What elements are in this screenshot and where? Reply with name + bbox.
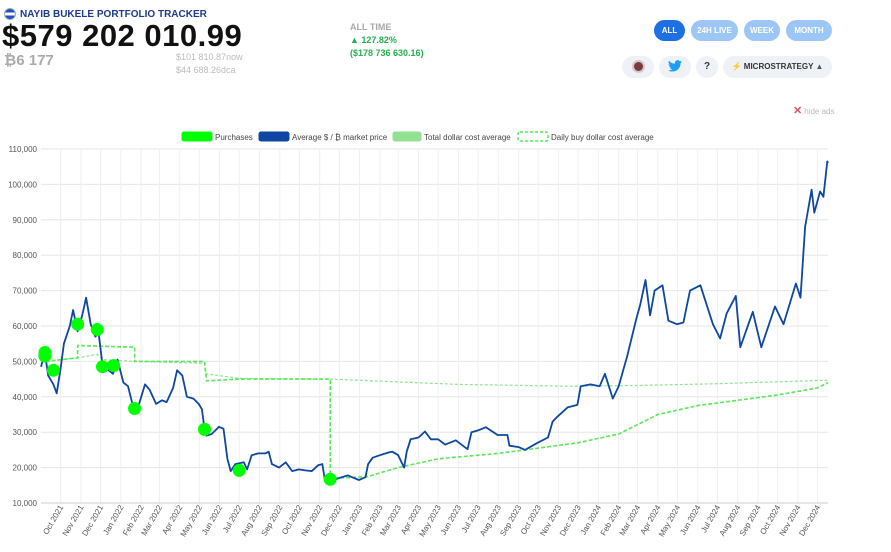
now-label: now	[226, 52, 243, 62]
daily-dca-line	[40, 344, 829, 480]
purchase-point	[90, 323, 104, 337]
now-price-value: $101 810.87	[176, 52, 227, 62]
hide-ads-label: hide ads	[804, 107, 835, 116]
el-salvador-flag-icon	[4, 8, 16, 20]
range-all-button[interactable]: ALL	[654, 20, 685, 41]
microstrategy-badge-icon: ▲	[815, 62, 824, 71]
purchase-point	[232, 463, 246, 477]
microstrategy-label: MICROSTRATEGY	[743, 62, 814, 71]
purchase-point	[107, 359, 121, 373]
microstrategy-logo-icon: ⚡	[731, 62, 742, 71]
avatar-icon	[631, 59, 645, 73]
y-tick-label: 60,000	[13, 322, 38, 331]
purchase-point	[95, 360, 109, 374]
purchase-point	[46, 363, 60, 377]
close-icon: ✕	[793, 105, 803, 117]
brand: NAYIB BUKELE PORTFOLIO TRACKER	[4, 8, 207, 20]
y-tick-label: 40,000	[13, 393, 38, 402]
dca-price-value: $44 688.26	[176, 65, 222, 75]
y-tick-label: 10,000	[13, 499, 38, 508]
hide-ads-link[interactable]: ✕ hide ads	[793, 104, 834, 117]
alltime-percent: ▲ 127.82%	[350, 35, 397, 45]
y-tick-label: 20,000	[13, 464, 38, 473]
alltime-label: ALL TIME	[350, 22, 392, 32]
now-price: $101 810.87now	[176, 52, 243, 62]
bitcoin-avatar-button[interactable]	[622, 56, 654, 78]
microstrategy-button[interactable]: ⚡ MICROSTRATEGY ▲	[723, 56, 832, 78]
purchase-point	[128, 401, 142, 415]
legend-purchases-swatch	[181, 131, 213, 142]
y-tick-label: 90,000	[13, 216, 38, 225]
dca-price: $44 688.26dca	[176, 65, 236, 75]
y-tick-label: 70,000	[13, 287, 38, 296]
portfolio-value: $579 202 010.99	[2, 18, 243, 53]
y-tick-label: 80,000	[13, 251, 38, 260]
y-tick-label: 30,000	[13, 428, 38, 437]
legend-purchases-label: Purchases	[215, 133, 253, 142]
legend-daily-dca-label: Daily buy dollar cost average	[551, 133, 654, 142]
dca-label: dca	[221, 65, 236, 75]
btc-holdings: ₿6 177	[4, 52, 54, 69]
legend-total-dca-label: Total dollar cost average	[424, 133, 511, 142]
alltime-gain: ($178 736 630.16)	[350, 48, 424, 58]
legend-daily-dca-swatch	[517, 131, 549, 142]
price-chart: 10,000 20,000 30,000 40,000 50,000 60,000 70,0…	[8, 131, 829, 538]
purchase-point	[198, 422, 212, 436]
twitter-button[interactable]	[659, 56, 691, 78]
purchase-point	[323, 472, 337, 486]
help-button[interactable]: ?	[696, 56, 718, 78]
y-tick-label: 110,000	[9, 145, 38, 154]
purchase-point	[71, 317, 85, 331]
brand-title: NAYIB BUKELE PORTFOLIO TRACKER	[20, 8, 207, 20]
legend-price-label: Average $ / ₿ market price	[292, 133, 388, 142]
range-month-button[interactable]: MONTH	[786, 20, 832, 41]
legend-price-swatch	[258, 131, 290, 142]
y-tick-label: 100,000	[8, 180, 37, 189]
y-tick-label: 50,000	[13, 357, 38, 366]
purchase-point	[38, 349, 52, 363]
range-week-button[interactable]: WEEK	[744, 20, 780, 41]
range-24h-button[interactable]: 24H LIVE	[691, 20, 738, 41]
twitter-icon	[668, 60, 682, 72]
header: NAYIB BUKELE PORTFOLIO TRACKER $579 202 …	[0, 0, 891, 92]
legend-total-dca-swatch	[392, 131, 422, 142]
